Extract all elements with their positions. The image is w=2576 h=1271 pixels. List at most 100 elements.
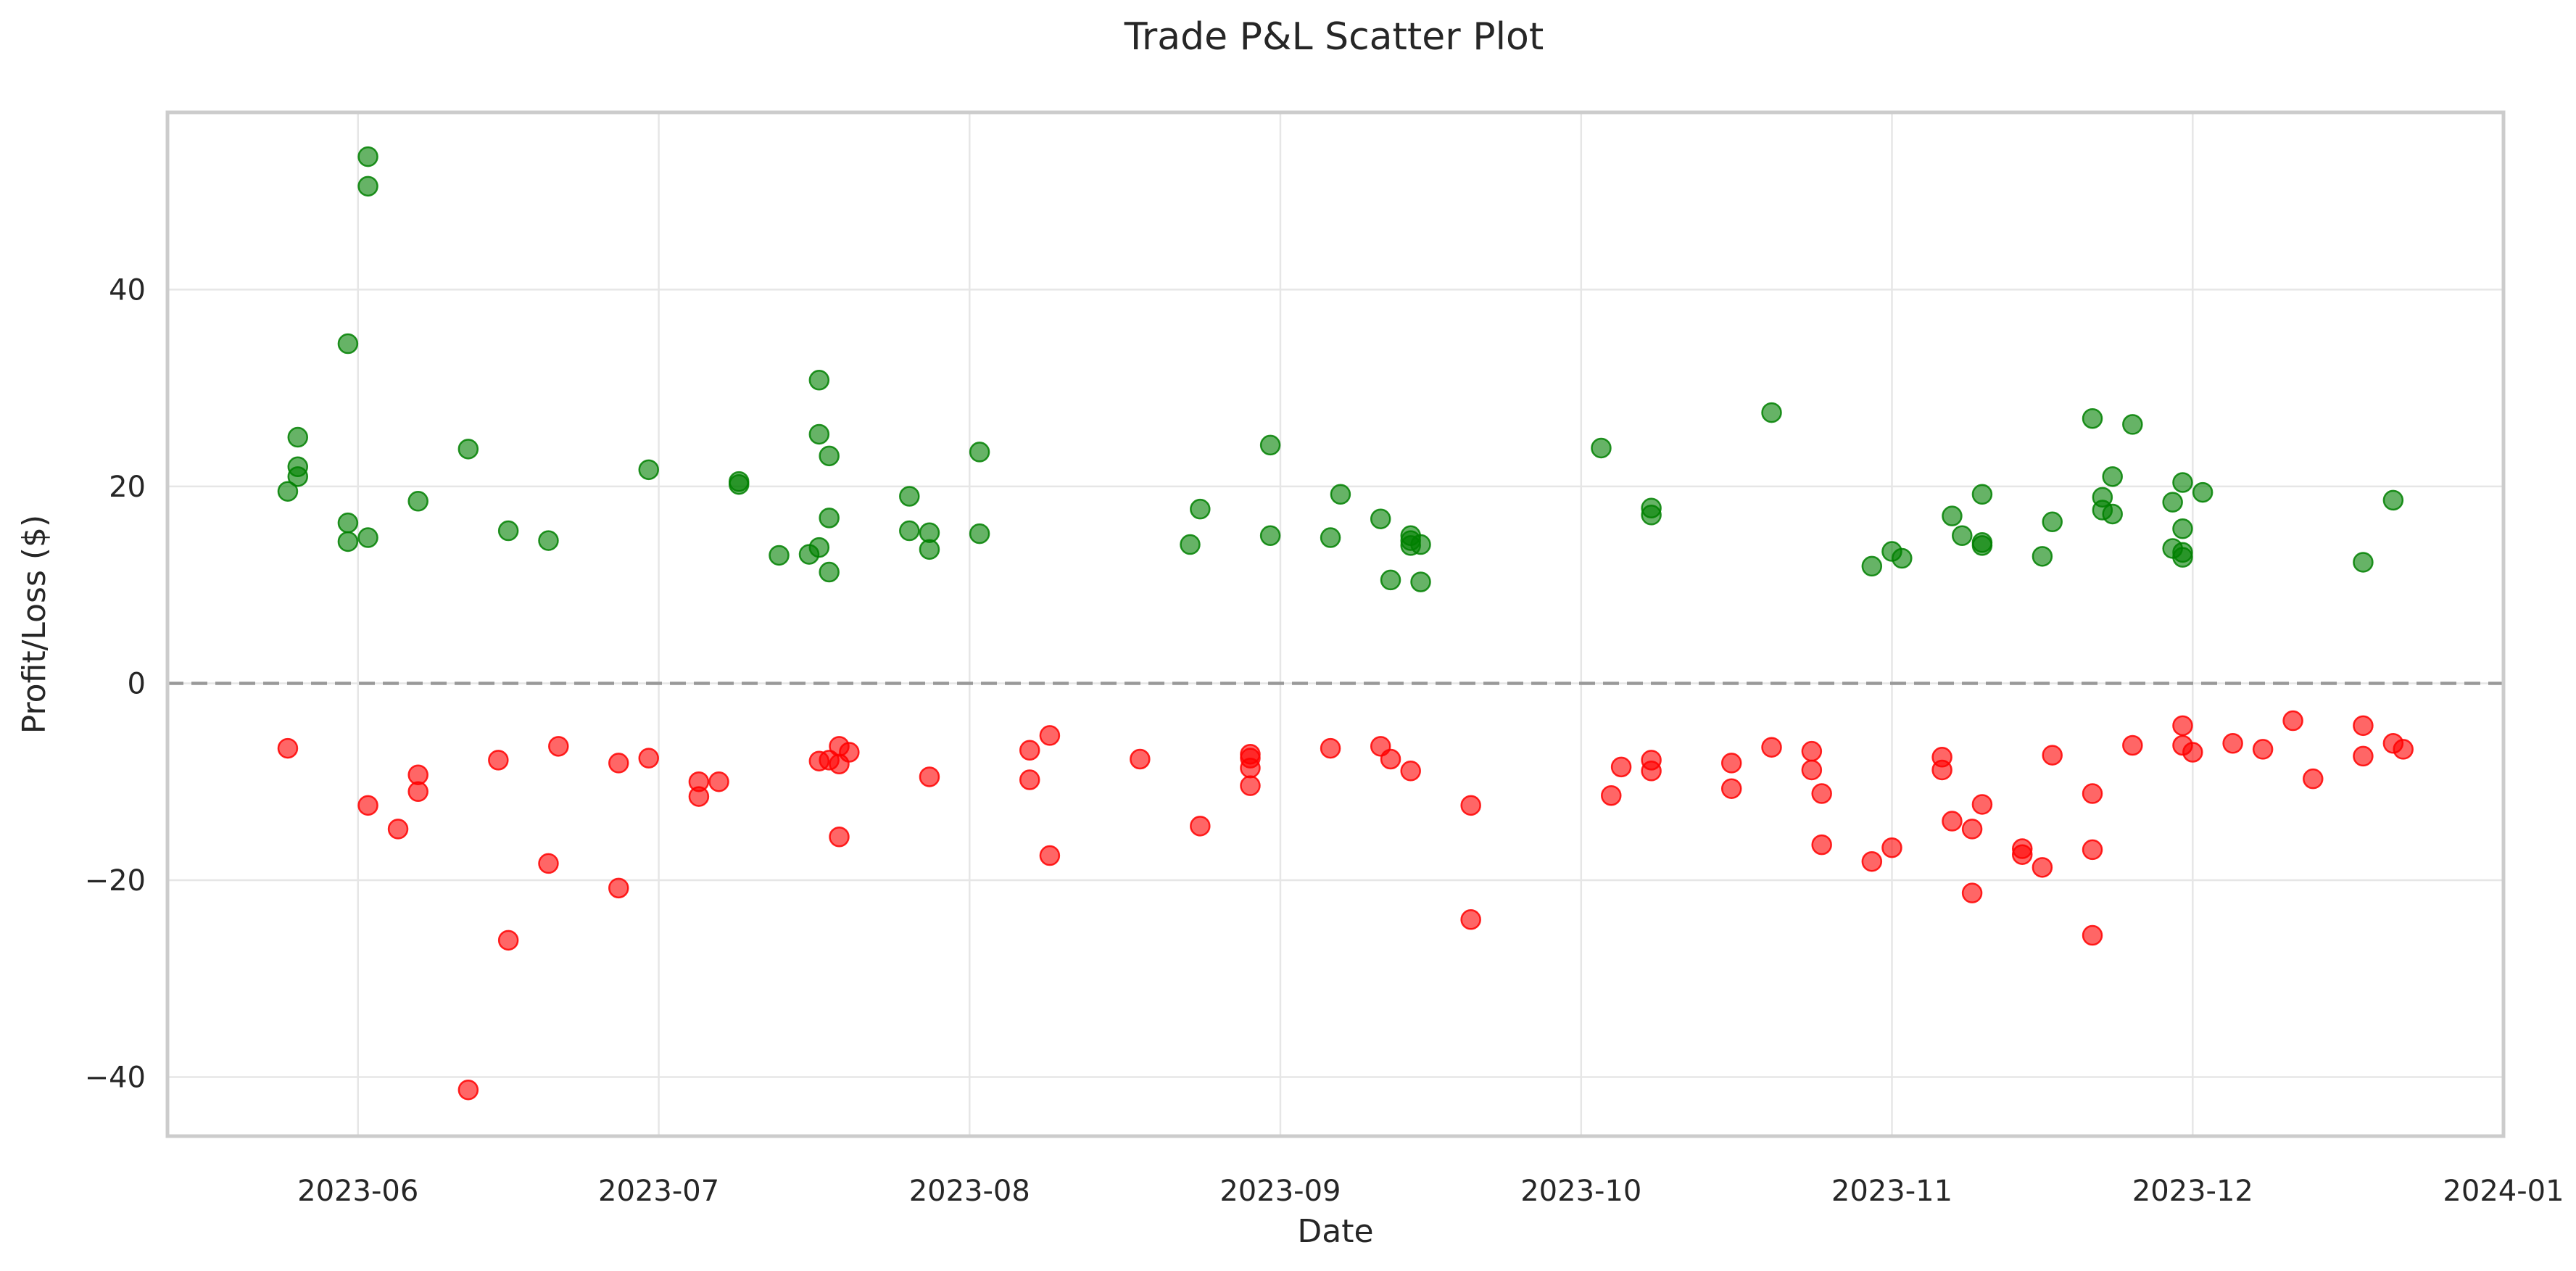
loss-point: [1380, 748, 1401, 770]
profit-point: [2032, 546, 2053, 567]
loss-point: [497, 930, 519, 951]
profit-point: [1892, 547, 1913, 569]
loss-point: [638, 748, 660, 769]
loss-point: [1720, 753, 1742, 774]
profit-point: [899, 520, 920, 542]
loss-point: [708, 771, 729, 792]
loss-point: [1240, 757, 1261, 779]
profit-point: [819, 445, 840, 467]
loss-point: [1130, 748, 1151, 770]
profit-point: [538, 530, 559, 551]
loss-point: [407, 781, 428, 803]
profit-point: [919, 539, 940, 560]
profit-point: [2102, 503, 2123, 525]
profit-point: [2172, 547, 2193, 568]
loss-point: [2222, 733, 2243, 754]
loss-point: [1320, 737, 1341, 759]
profit-point: [969, 523, 990, 545]
loss-point: [1720, 778, 1742, 799]
profit-point: [808, 370, 830, 391]
profit-point: [1380, 569, 1401, 591]
y-axis-label: Profit/Loss ($): [16, 515, 53, 734]
profit-point: [2172, 518, 2193, 539]
x-tick-label: 2023-08: [909, 1175, 1030, 1208]
loss-point: [277, 737, 299, 759]
profit-point: [808, 423, 830, 445]
loss-point: [1942, 811, 1963, 832]
profit-point: [1180, 534, 1201, 555]
loss-point: [1931, 759, 1952, 781]
data-points: [277, 146, 2414, 1101]
profit-point: [2192, 481, 2213, 503]
y-tick-label: −40: [85, 1061, 146, 1095]
x-tick-label: 2023-06: [297, 1175, 418, 1208]
loss-point: [2082, 839, 2103, 861]
loss-point: [1881, 837, 1902, 858]
profit-point: [819, 508, 840, 529]
loss-point: [608, 753, 629, 774]
profit-point: [457, 439, 479, 460]
loss-point: [2282, 710, 2303, 732]
loss-point: [1039, 845, 1061, 866]
profit-point: [2172, 472, 2193, 493]
loss-point: [387, 819, 409, 840]
loss-point: [2252, 739, 2274, 760]
x-tick-label: 2023-07: [598, 1175, 719, 1208]
x-tick-labels: 2023-06 2023-07 2023-08 2023-09 2023-10 2023-…: [297, 1175, 2564, 1208]
profit-point: [497, 520, 519, 542]
loss-point: [357, 795, 378, 816]
x-tick-label: 2024-01: [2443, 1175, 2564, 1208]
loss-point: [1400, 761, 1421, 782]
x-axis-label: Date: [1297, 1213, 1373, 1250]
profit-point: [407, 491, 428, 512]
loss-point: [1240, 775, 1261, 796]
profit-point: [357, 146, 378, 167]
loss-point: [2082, 924, 2103, 946]
loss-point: [2393, 739, 2414, 760]
profit-point: [337, 333, 359, 355]
profit-point: [1761, 402, 1782, 423]
loss-point: [1811, 834, 1832, 856]
loss-point: [688, 786, 710, 807]
profit-point: [1410, 534, 1431, 555]
loss-point: [1460, 795, 1481, 816]
profit-point: [2162, 492, 2183, 513]
profit-point: [819, 561, 840, 583]
profit-point: [337, 512, 359, 534]
loss-point: [1961, 819, 1983, 840]
profit-point: [1259, 525, 1281, 547]
profit-point: [2042, 511, 2063, 533]
profit-point: [728, 473, 750, 495]
profit-point: [1591, 437, 1612, 459]
profit-point: [357, 175, 378, 197]
profit-point: [1641, 505, 1662, 526]
x-tick-label: 2023-09: [1219, 1175, 1341, 1208]
loss-point: [2182, 742, 2203, 763]
y-tick-label: 40: [109, 273, 146, 307]
loss-point: [488, 750, 509, 771]
profit-point: [287, 426, 309, 448]
loss-point: [1861, 850, 1883, 872]
profit-point: [808, 537, 830, 558]
y-tick-label: 20: [109, 471, 146, 504]
profit-point: [1320, 527, 1341, 548]
loss-point: [2172, 715, 2193, 737]
profit-point: [769, 545, 790, 566]
profit-point: [1370, 508, 1391, 529]
x-tick-label: 2023-12: [2132, 1175, 2253, 1208]
x-tick-label: 2023-10: [1520, 1175, 1641, 1208]
loss-point: [839, 742, 860, 763]
y-tick-label: −20: [85, 864, 146, 898]
profit-point: [287, 456, 309, 478]
loss-point: [2082, 783, 2103, 804]
loss-point: [457, 1079, 479, 1101]
loss-point: [538, 853, 559, 874]
loss-point: [1019, 769, 1040, 790]
loss-point: [1761, 737, 1782, 758]
profit-point: [2382, 489, 2404, 511]
profit-point: [1942, 505, 1963, 526]
loss-point: [2303, 768, 2324, 790]
profit-point: [2122, 414, 2143, 435]
